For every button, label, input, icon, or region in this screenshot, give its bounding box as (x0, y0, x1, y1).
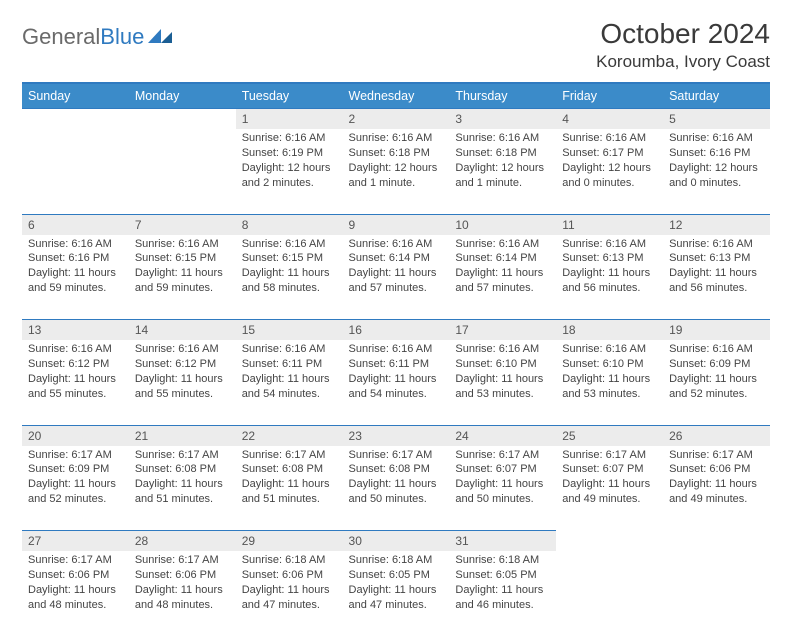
weekday-header: Thursday (449, 83, 556, 109)
day-detail-cell: Sunrise: 6:17 AMSunset: 6:07 PMDaylight:… (449, 446, 556, 531)
day-detail-cell (663, 551, 770, 636)
day-number-cell: 9 (343, 214, 450, 235)
day-detail-cell: Sunrise: 6:16 AMSunset: 6:13 PMDaylight:… (556, 235, 663, 320)
day-number-cell: 13 (22, 320, 129, 341)
day-detail-cell: Sunrise: 6:16 AMSunset: 6:12 PMDaylight:… (129, 340, 236, 425)
month-title: October 2024 (596, 18, 770, 50)
day-number-cell: 18 (556, 320, 663, 341)
calendar-table: SundayMondayTuesdayWednesdayThursdayFrid… (22, 82, 770, 636)
day-number-cell: 26 (663, 425, 770, 446)
logo-mark-icon (148, 24, 174, 50)
day-detail-row: Sunrise: 6:17 AMSunset: 6:09 PMDaylight:… (22, 446, 770, 531)
day-detail-cell: Sunrise: 6:16 AMSunset: 6:15 PMDaylight:… (236, 235, 343, 320)
title-block: October 2024 Koroumba, Ivory Coast (596, 18, 770, 72)
day-number-cell: 29 (236, 531, 343, 552)
day-number-cell: 25 (556, 425, 663, 446)
day-number-cell: 20 (22, 425, 129, 446)
weekday-header: Tuesday (236, 83, 343, 109)
day-detail-row: Sunrise: 6:16 AMSunset: 6:16 PMDaylight:… (22, 235, 770, 320)
day-number-row: 13141516171819 (22, 320, 770, 341)
logo: GeneralBlue (22, 18, 174, 50)
day-number-cell: 10 (449, 214, 556, 235)
day-number-row: 12345 (22, 109, 770, 130)
day-detail-cell: Sunrise: 6:18 AMSunset: 6:05 PMDaylight:… (343, 551, 450, 636)
location: Koroumba, Ivory Coast (596, 52, 770, 72)
day-number-cell (663, 531, 770, 552)
day-number-cell: 14 (129, 320, 236, 341)
day-detail-cell: Sunrise: 6:16 AMSunset: 6:13 PMDaylight:… (663, 235, 770, 320)
day-detail-cell: Sunrise: 6:17 AMSunset: 6:07 PMDaylight:… (556, 446, 663, 531)
weekday-header: Sunday (22, 83, 129, 109)
day-number-cell: 30 (343, 531, 450, 552)
day-detail-cell (22, 129, 129, 214)
day-detail-cell: Sunrise: 6:17 AMSunset: 6:06 PMDaylight:… (663, 446, 770, 531)
day-number-cell: 11 (556, 214, 663, 235)
day-detail-cell: Sunrise: 6:16 AMSunset: 6:19 PMDaylight:… (236, 129, 343, 214)
day-detail-cell: Sunrise: 6:17 AMSunset: 6:08 PMDaylight:… (236, 446, 343, 531)
day-number-cell: 8 (236, 214, 343, 235)
day-detail-row: Sunrise: 6:16 AMSunset: 6:12 PMDaylight:… (22, 340, 770, 425)
day-detail-cell: Sunrise: 6:16 AMSunset: 6:12 PMDaylight:… (22, 340, 129, 425)
weekday-header: Friday (556, 83, 663, 109)
day-detail-cell: Sunrise: 6:16 AMSunset: 6:16 PMDaylight:… (663, 129, 770, 214)
day-number-cell: 27 (22, 531, 129, 552)
day-number-cell (556, 531, 663, 552)
day-detail-cell: Sunrise: 6:17 AMSunset: 6:08 PMDaylight:… (343, 446, 450, 531)
day-number-cell: 22 (236, 425, 343, 446)
weekday-header: Saturday (663, 83, 770, 109)
day-number-cell: 2 (343, 109, 450, 130)
day-detail-cell: Sunrise: 6:16 AMSunset: 6:14 PMDaylight:… (449, 235, 556, 320)
day-number-cell: 6 (22, 214, 129, 235)
day-detail-row: Sunrise: 6:17 AMSunset: 6:06 PMDaylight:… (22, 551, 770, 636)
day-detail-cell: Sunrise: 6:16 AMSunset: 6:18 PMDaylight:… (343, 129, 450, 214)
logo-text-general: General (22, 24, 100, 50)
day-detail-cell: Sunrise: 6:17 AMSunset: 6:06 PMDaylight:… (22, 551, 129, 636)
day-number-cell: 24 (449, 425, 556, 446)
day-number-cell: 16 (343, 320, 450, 341)
day-detail-cell (556, 551, 663, 636)
day-detail-cell: Sunrise: 6:16 AMSunset: 6:16 PMDaylight:… (22, 235, 129, 320)
header: GeneralBlue October 2024 Koroumba, Ivory… (22, 18, 770, 72)
day-detail-cell: Sunrise: 6:18 AMSunset: 6:05 PMDaylight:… (449, 551, 556, 636)
day-number-cell: 1 (236, 109, 343, 130)
day-number-cell: 17 (449, 320, 556, 341)
day-detail-cell: Sunrise: 6:18 AMSunset: 6:06 PMDaylight:… (236, 551, 343, 636)
day-number-row: 2728293031 (22, 531, 770, 552)
day-number-row: 6789101112 (22, 214, 770, 235)
logo-text-blue: Blue (100, 24, 144, 50)
day-detail-cell: Sunrise: 6:16 AMSunset: 6:10 PMDaylight:… (556, 340, 663, 425)
day-detail-cell: Sunrise: 6:16 AMSunset: 6:09 PMDaylight:… (663, 340, 770, 425)
day-detail-cell: Sunrise: 6:16 AMSunset: 6:18 PMDaylight:… (449, 129, 556, 214)
day-number-cell: 28 (129, 531, 236, 552)
day-number-cell: 3 (449, 109, 556, 130)
day-number-cell: 5 (663, 109, 770, 130)
day-detail-row: Sunrise: 6:16 AMSunset: 6:19 PMDaylight:… (22, 129, 770, 214)
day-detail-cell: Sunrise: 6:17 AMSunset: 6:08 PMDaylight:… (129, 446, 236, 531)
day-number-cell (129, 109, 236, 130)
day-number-cell: 15 (236, 320, 343, 341)
day-number-cell: 23 (343, 425, 450, 446)
day-number-cell: 31 (449, 531, 556, 552)
day-number-cell: 12 (663, 214, 770, 235)
weekday-header: Wednesday (343, 83, 450, 109)
day-detail-cell: Sunrise: 6:17 AMSunset: 6:06 PMDaylight:… (129, 551, 236, 636)
day-detail-cell: Sunrise: 6:16 AMSunset: 6:14 PMDaylight:… (343, 235, 450, 320)
day-number-cell: 7 (129, 214, 236, 235)
day-detail-cell: Sunrise: 6:16 AMSunset: 6:11 PMDaylight:… (343, 340, 450, 425)
weekday-header-row: SundayMondayTuesdayWednesdayThursdayFrid… (22, 83, 770, 109)
day-detail-cell: Sunrise: 6:16 AMSunset: 6:10 PMDaylight:… (449, 340, 556, 425)
day-detail-cell: Sunrise: 6:16 AMSunset: 6:15 PMDaylight:… (129, 235, 236, 320)
day-number-cell: 21 (129, 425, 236, 446)
weekday-header: Monday (129, 83, 236, 109)
day-detail-cell: Sunrise: 6:16 AMSunset: 6:17 PMDaylight:… (556, 129, 663, 214)
day-detail-cell: Sunrise: 6:16 AMSunset: 6:11 PMDaylight:… (236, 340, 343, 425)
day-detail-cell (129, 129, 236, 214)
day-number-cell: 4 (556, 109, 663, 130)
day-number-cell (22, 109, 129, 130)
day-detail-cell: Sunrise: 6:17 AMSunset: 6:09 PMDaylight:… (22, 446, 129, 531)
day-number-cell: 19 (663, 320, 770, 341)
day-number-row: 20212223242526 (22, 425, 770, 446)
